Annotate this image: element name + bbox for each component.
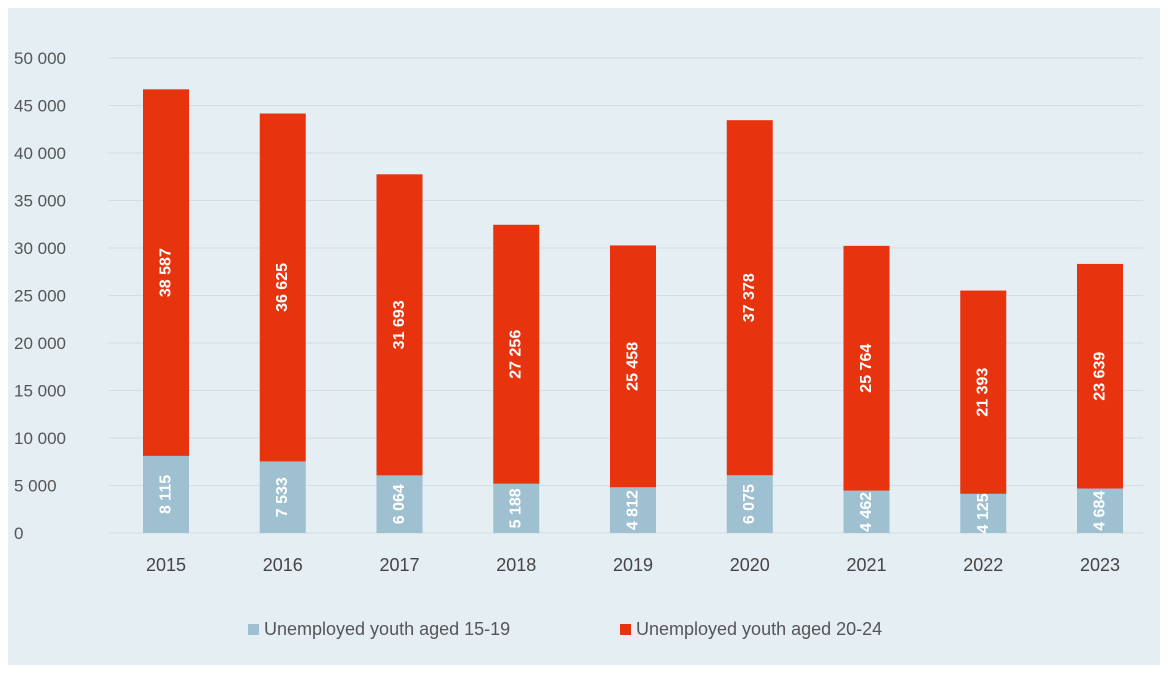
y-tick-label: 40 000 bbox=[14, 144, 66, 163]
data-label: 23 639 bbox=[1092, 352, 1109, 401]
bar-segment-2019-series-2 bbox=[610, 245, 656, 488]
y-tick-label: 25 000 bbox=[14, 287, 66, 306]
data-label: 4 125 bbox=[975, 493, 992, 533]
data-label: 38 587 bbox=[158, 248, 175, 297]
bar-segment-2017-series-1 bbox=[376, 475, 423, 533]
x-tick-label: 2021 bbox=[846, 555, 886, 575]
bar-segment-2019-series-1 bbox=[610, 487, 656, 533]
y-tick-label: 5 000 bbox=[14, 477, 57, 496]
data-label: 6 064 bbox=[391, 484, 408, 524]
bar-segment-2021-series-2 bbox=[843, 245, 890, 491]
y-tick-label: 20 000 bbox=[14, 334, 66, 353]
data-label: 4 684 bbox=[1092, 491, 1109, 531]
bar-segment-2018-series-2 bbox=[493, 224, 540, 484]
x-tick-label: 2016 bbox=[263, 555, 303, 575]
data-label: 37 378 bbox=[741, 273, 758, 322]
y-axis-ticks: 0 5 000 10 000 15 000 20 000 25 000 30 000 35 0… bbox=[14, 49, 66, 543]
bar-segment-2016-series-2 bbox=[259, 113, 306, 462]
legend: Unemployed youth aged 15-19 Unemployed yo… bbox=[248, 619, 882, 639]
x-tick-label: 2020 bbox=[730, 555, 770, 575]
legend-item-1: Unemployed youth aged 15-19 bbox=[248, 619, 510, 639]
x-tick-label: 2022 bbox=[963, 555, 1003, 575]
data-label: 6 075 bbox=[741, 484, 758, 524]
data-label: 27 256 bbox=[508, 330, 525, 379]
data-label: 36 625 bbox=[274, 263, 291, 312]
bar-segment-2021-series-1 bbox=[843, 490, 890, 533]
y-tick-label: 0 bbox=[14, 524, 23, 543]
stacked-bar-chart: 0 5 000 10 000 15 000 20 000 25 000 30 000 35 0… bbox=[14, 49, 1143, 639]
y-tick-label: 10 000 bbox=[14, 429, 66, 448]
bar-segment-2016-series-1 bbox=[259, 461, 306, 533]
y-tick-label: 35 000 bbox=[14, 192, 66, 211]
x-tick-label: 2018 bbox=[496, 555, 536, 575]
x-tick-label: 2017 bbox=[379, 555, 419, 575]
y-tick-label: 45 000 bbox=[14, 97, 66, 116]
data-label: 21 393 bbox=[975, 368, 992, 417]
x-axis-ticks: 2015 2016 2017 2018 2019 2020 2021 2022 2023 bbox=[146, 555, 1120, 575]
bar-segment-2022-series-1 bbox=[960, 493, 1007, 533]
bar-segment-2018-series-1 bbox=[493, 483, 540, 533]
bar-segment-2015-series-2 bbox=[143, 89, 189, 456]
legend-item-2: Unemployed youth aged 20-24 bbox=[620, 619, 882, 639]
data-label: 8 115 bbox=[158, 475, 175, 514]
y-tick-label: 50 000 bbox=[14, 49, 66, 68]
x-tick-label: 2015 bbox=[146, 555, 186, 575]
legend-swatch bbox=[620, 624, 631, 635]
data-label: 5 188 bbox=[508, 488, 525, 528]
data-label: 25 764 bbox=[858, 344, 875, 393]
legend-swatch bbox=[248, 624, 259, 635]
x-tick-label: 2019 bbox=[613, 555, 653, 575]
legend-label: Unemployed youth aged 20-24 bbox=[636, 619, 882, 639]
data-label: 4 462 bbox=[858, 492, 875, 532]
y-tick-label: 15 000 bbox=[14, 382, 66, 401]
bar-segment-2020-series-1 bbox=[726, 475, 773, 533]
bar-segment-2023-series-1 bbox=[1077, 488, 1123, 533]
data-label: 4 812 bbox=[625, 490, 642, 530]
x-tick-label: 2023 bbox=[1080, 555, 1120, 575]
bars bbox=[143, 89, 1123, 533]
legend-label: Unemployed youth aged 15-19 bbox=[264, 619, 510, 639]
chart-panel: 0 5 000 10 000 15 000 20 000 25 000 30 000 35 0… bbox=[8, 8, 1160, 665]
data-label: 31 693 bbox=[391, 300, 408, 349]
data-label: 25 458 bbox=[625, 342, 642, 391]
bar-segment-2015-series-1 bbox=[143, 455, 189, 533]
bar-segment-2023-series-2 bbox=[1077, 263, 1123, 489]
data-labels: 8 115 38 587 7 533 36 625 6 064 31 693 5 188 27… bbox=[158, 248, 1109, 533]
bar-segment-2017-series-2 bbox=[376, 174, 423, 476]
y-tick-label: 30 000 bbox=[14, 239, 66, 258]
bar-segment-2022-series-2 bbox=[960, 290, 1007, 494]
bar-segment-2020-series-2 bbox=[726, 120, 773, 476]
data-label: 7 533 bbox=[274, 477, 291, 517]
